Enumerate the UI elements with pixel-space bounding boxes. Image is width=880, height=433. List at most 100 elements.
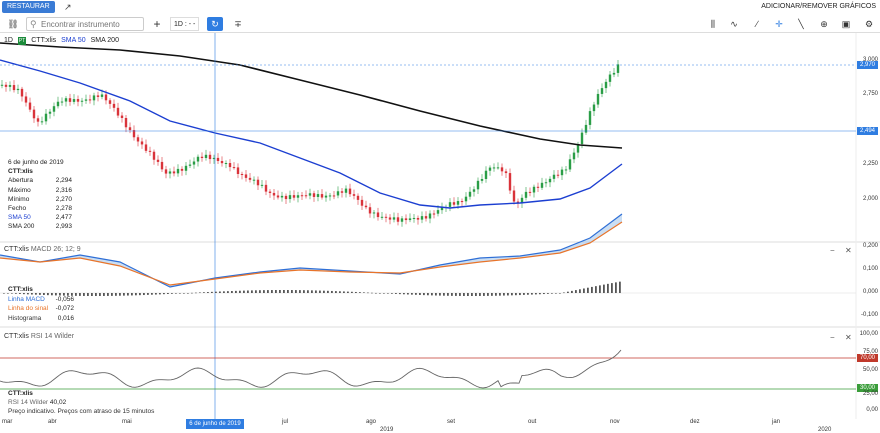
settings-icon[interactable]: ⚙ bbox=[864, 19, 874, 29]
collapse-icon[interactable]: − bbox=[830, 246, 835, 255]
histogram-bar bbox=[235, 290, 237, 293]
candle-body bbox=[560, 169, 564, 176]
candle-body bbox=[432, 213, 436, 215]
macd-row: Linha MACD -0,056 bbox=[8, 295, 74, 305]
histogram-bar bbox=[139, 293, 141, 296]
rsi-params[interactable]: RSI 14 Wilder bbox=[30, 333, 75, 340]
histogram-bar bbox=[411, 293, 413, 295]
candle-body bbox=[176, 168, 180, 174]
candle-body bbox=[356, 195, 360, 200]
y-tick: 0,000 bbox=[862, 289, 878, 295]
histogram-bar bbox=[35, 293, 37, 295]
trend-icon[interactable]: ╲ bbox=[798, 19, 804, 29]
main-row: Fecho 2,278 bbox=[8, 204, 72, 213]
split-icon[interactable]: ∓ bbox=[234, 19, 242, 29]
histogram-bar bbox=[155, 293, 157, 295]
line-draw-icon[interactable]: ∕ bbox=[756, 19, 758, 29]
link-icon[interactable]: ⛓ bbox=[7, 19, 19, 29]
histogram-bar bbox=[595, 286, 597, 293]
search-input[interactable] bbox=[41, 18, 141, 30]
main-value: 2,270 bbox=[55, 195, 72, 203]
close-icon[interactable]: ✕ bbox=[845, 333, 852, 342]
candle-body bbox=[308, 193, 312, 196]
candle-body bbox=[120, 115, 124, 118]
histogram-bar bbox=[103, 293, 105, 296]
candle-body bbox=[332, 195, 336, 197]
candle-body bbox=[188, 164, 192, 166]
candle-body bbox=[340, 191, 344, 193]
camera-icon[interactable]: ▣ bbox=[841, 19, 851, 29]
candle-body bbox=[520, 197, 524, 204]
main-row: Máximo 2,316 bbox=[8, 186, 72, 195]
interval-selector[interactable]: 1D : - - bbox=[170, 17, 200, 31]
histogram-bar bbox=[283, 290, 285, 293]
close-icon[interactable]: ✕ bbox=[845, 246, 852, 255]
candle-body bbox=[492, 167, 496, 169]
candle-body bbox=[320, 194, 324, 198]
histogram-bar bbox=[307, 290, 309, 293]
rsi-title: CTT:xlis RSI 14 Wilder bbox=[4, 333, 74, 340]
candle-body bbox=[136, 137, 140, 142]
histogram-bar bbox=[335, 291, 337, 293]
histogram-bar bbox=[387, 293, 389, 294]
candle-body bbox=[392, 217, 396, 220]
candle-body bbox=[40, 121, 44, 123]
histogram-bar bbox=[559, 293, 561, 294]
crosshair-icon[interactable]: ✛ bbox=[775, 19, 783, 29]
candle-body bbox=[132, 130, 136, 138]
candle-body bbox=[84, 99, 88, 101]
price-pane bbox=[0, 42, 623, 227]
candle-body bbox=[540, 182, 544, 188]
histogram-bar bbox=[31, 293, 33, 295]
candle-body bbox=[348, 188, 352, 195]
candles-icon[interactable]: ⫼ bbox=[710, 19, 716, 29]
popout-icon[interactable]: ↗ bbox=[64, 2, 72, 12]
histogram-bar bbox=[555, 293, 557, 294]
rsi-info-value: 40,02 bbox=[49, 398, 67, 406]
histogram-bar bbox=[299, 290, 301, 293]
zoom-icon[interactable]: ⊕ bbox=[820, 19, 828, 29]
indicator-icon[interactable]: ∿ bbox=[730, 19, 738, 29]
candle-body bbox=[428, 213, 432, 219]
info-date: 6 de junho de 2019 bbox=[8, 159, 64, 166]
candle-body bbox=[44, 113, 48, 122]
candle-body bbox=[360, 199, 364, 206]
candle-body bbox=[104, 94, 108, 101]
instrument-search[interactable]: ⚲ bbox=[26, 17, 144, 31]
candle-body bbox=[548, 178, 552, 183]
histogram-bar bbox=[483, 293, 485, 296]
add-remove-charts-button[interactable]: ADICIONAR/REMOVER GRÁFICOS bbox=[761, 3, 876, 10]
histogram-bar bbox=[259, 290, 261, 293]
macd-value: -0,056 bbox=[55, 295, 74, 303]
candle-body bbox=[448, 202, 452, 207]
histogram-bar bbox=[239, 290, 241, 293]
rsi-info-box: CTT:xlis RSI 14 Wilder 40,02 bbox=[8, 390, 66, 407]
macd-pane bbox=[0, 213, 856, 296]
candle-body bbox=[24, 96, 28, 103]
candle-body bbox=[168, 171, 172, 174]
histogram-bar bbox=[383, 293, 385, 294]
candle-body bbox=[96, 95, 100, 97]
restore-button[interactable]: RESTAURAR bbox=[2, 1, 55, 13]
x-year: 2019 bbox=[380, 427, 394, 433]
histogram-bar bbox=[423, 293, 425, 296]
sma200-legend[interactable]: SMA 200 bbox=[90, 37, 119, 44]
macd-params[interactable]: MACD 26; 12; 9 bbox=[30, 246, 81, 253]
collapse-icon[interactable]: − bbox=[830, 333, 835, 342]
refresh-icon[interactable]: ↻ bbox=[207, 17, 223, 31]
candle-body bbox=[500, 167, 504, 172]
histogram-bar bbox=[431, 293, 433, 296]
histogram-bar bbox=[583, 288, 585, 293]
macd-row: Histograma 0,016 bbox=[8, 314, 74, 324]
sma50-legend[interactable]: SMA 50 bbox=[61, 37, 86, 44]
main-value: 2,278 bbox=[55, 205, 72, 213]
candle-body bbox=[512, 190, 516, 202]
candle-body bbox=[568, 159, 572, 170]
candle-body bbox=[220, 161, 224, 164]
chart-canvas[interactable] bbox=[0, 33, 880, 419]
add-icon[interactable]: + bbox=[153, 17, 161, 31]
rsi-upper-badge: 70,00 bbox=[857, 354, 878, 362]
histogram-bar bbox=[319, 290, 321, 293]
symbol-label[interactable]: CTT:xlis bbox=[31, 37, 57, 44]
macd-info-instrument: CTT:xlis bbox=[8, 286, 33, 293]
